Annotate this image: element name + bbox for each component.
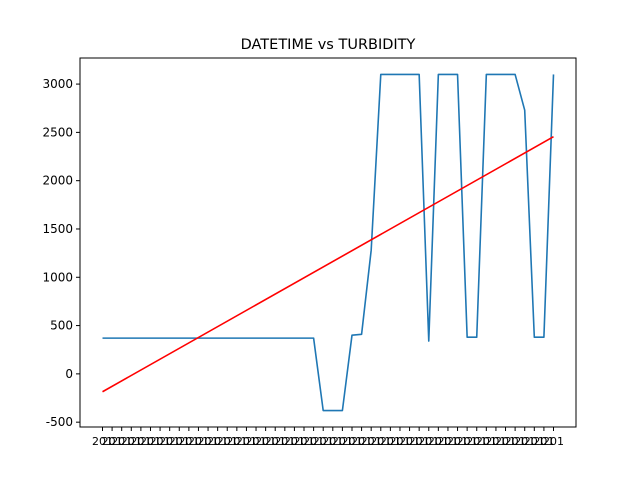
x-tick-label: 201 xyxy=(447,435,468,448)
x-tick-label: 201 xyxy=(198,435,219,448)
y-tick-label: 2500 xyxy=(42,125,73,139)
x-tick-label: 201 xyxy=(332,435,353,448)
x-tick-label: 201 xyxy=(255,435,276,448)
x-tick-label: 201 xyxy=(294,435,315,448)
x-tick-label: 201 xyxy=(92,435,113,448)
plot-frame xyxy=(79,57,577,428)
x-tick-label: 201 xyxy=(226,435,247,448)
x-tick-label: 201 xyxy=(313,435,334,448)
x-tick-label: 201 xyxy=(303,435,324,448)
x-tick-label: 201 xyxy=(341,435,362,448)
turbidity-series-line xyxy=(102,73,555,412)
x-tick-label: 201 xyxy=(121,435,142,448)
x-tick-label: 201 xyxy=(399,435,420,448)
x-tick-label: 201 xyxy=(284,435,305,448)
y-axis: -500 0 500 1000 1500 2000 2500 3000 xyxy=(42,77,80,429)
x-tick-label: 201 xyxy=(130,435,151,448)
x-tick-label: 201 xyxy=(111,435,132,448)
x-tick-label: 201 xyxy=(389,435,410,448)
x-tick-label: 201 xyxy=(380,435,401,448)
x-tick-label: 201 xyxy=(476,435,497,448)
x-tick-label: 201 xyxy=(274,435,295,448)
y-tick-label: 500 xyxy=(50,319,73,333)
x-tick-label: 201 xyxy=(150,435,171,448)
x-tick-label: 201 xyxy=(524,435,545,448)
x-tick-label: 201 xyxy=(188,435,209,448)
x-tick-label: 201 xyxy=(159,435,180,448)
x-tick-label: 201 xyxy=(246,435,267,448)
y-tick-label: 1000 xyxy=(42,270,73,284)
y-tick-label: 3000 xyxy=(42,77,73,91)
y-tick-label: 2000 xyxy=(42,174,73,188)
x-tick-label: 201 xyxy=(102,435,123,448)
x-axis: 2012012012012012012012012012012012012012… xyxy=(92,427,564,448)
x-tick-label: 201 xyxy=(466,435,487,448)
trend-line xyxy=(102,136,554,393)
x-tick-label: 201 xyxy=(265,435,286,448)
x-tick-label: 201 xyxy=(533,435,554,448)
x-tick-label: 201 xyxy=(409,435,430,448)
x-tick-label: 201 xyxy=(217,435,238,448)
x-tick-label: 201 xyxy=(361,435,382,448)
x-tick-label: 201 xyxy=(370,435,391,448)
x-tick-label: 201 xyxy=(418,435,439,448)
x-tick-label: 201 xyxy=(495,435,516,448)
y-tick-label: 0 xyxy=(65,367,73,381)
series-layer xyxy=(102,73,555,412)
x-tick-label: 201 xyxy=(514,435,535,448)
x-tick-label: 201 xyxy=(351,435,372,448)
x-tick-label: 201 xyxy=(505,435,526,448)
chart-title: DATETIME vs TURBIDITY xyxy=(241,37,416,53)
x-tick-label: 201 xyxy=(236,435,257,448)
x-tick-label: 201 xyxy=(322,435,343,448)
x-tick-label: 201 xyxy=(207,435,228,448)
y-tick-label: 1500 xyxy=(42,222,73,236)
x-tick-label: 201 xyxy=(169,435,190,448)
x-tick-label: 201 xyxy=(140,435,161,448)
x-tick-label: 201 xyxy=(543,435,564,448)
x-tick-label: 201 xyxy=(428,435,449,448)
y-tick-label: -500 xyxy=(46,415,73,429)
x-tick-label: 201 xyxy=(437,435,458,448)
x-tick-label: 201 xyxy=(457,435,478,448)
x-tick-label: 201 xyxy=(485,435,506,448)
x-tick-label: 201 xyxy=(178,435,199,448)
